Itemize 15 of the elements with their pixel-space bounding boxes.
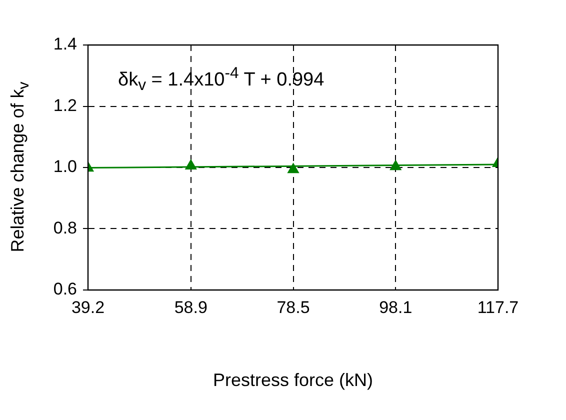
x-tick-label: 39.2 [71,298,105,317]
annotation: δk$_{v}$ = 1.4x10$^{-4}$ T + 0.994 [118,65,324,96]
x-tick-label: 58.9 [174,298,208,317]
y-tick-label: 1.0 [53,157,77,176]
y-tick-label: 0.8 [53,218,77,238]
x-tick-label: 78.5 [276,298,310,317]
x-tick-label: 98.1 [379,298,412,317]
x-axis-title: Prestress force (kN) [212,370,374,391]
point [288,163,299,174]
y-tick-label: 1.2 [53,96,77,115]
x-tick-label: 117.7 [477,298,519,317]
point [185,159,197,170]
y-tick-label: 0.6 [53,280,77,299]
point [390,160,402,170]
y-tick-label: 1.4 [53,34,77,54]
